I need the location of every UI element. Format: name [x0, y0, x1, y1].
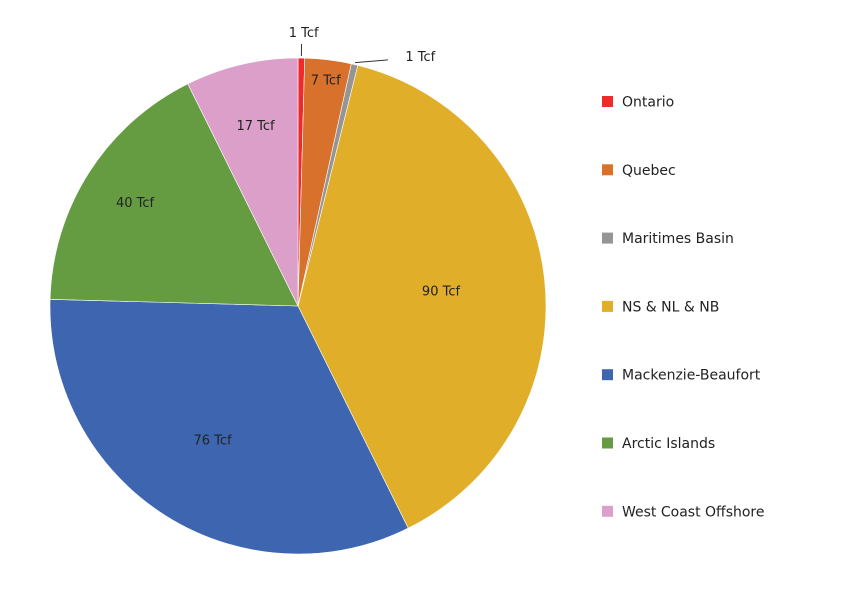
legend-label-ontario: Ontario — [622, 95, 674, 111]
data-label-west-coast-offshore: 17 Tcf — [236, 119, 275, 134]
data-label-arctic-islands: 40 Tcf — [116, 196, 155, 211]
leader-line — [355, 60, 388, 63]
legend: Ontario Quebec Maritimes Basin NS & NL & NB… — [602, 95, 764, 521]
data-label-quebec: 7 Tcf — [311, 74, 341, 89]
legend-swatch-mackenzie-beaufort — [602, 369, 613, 380]
legend-swatch-west-coast-offshore — [602, 506, 613, 517]
legend-label-west-coast-offshore: West Coast Offshore — [622, 504, 764, 520]
data-label-maritimes-basin: 1 Tcf — [405, 50, 435, 65]
legend-swatch-quebec — [602, 164, 613, 175]
pie-slices — [50, 58, 546, 554]
legend-label-ns-nl-nb: NS & NL & NB — [622, 299, 719, 315]
legend-swatch-maritimes-basin — [602, 233, 613, 244]
legend-label-quebec: Quebec — [622, 163, 676, 179]
legend-swatch-ns-nl-nb — [602, 301, 613, 312]
legend-swatch-ontario — [602, 96, 613, 107]
data-label-ns-nl-nb: 90 Tcf — [422, 284, 461, 299]
legend-label-maritimes-basin: Maritimes Basin — [622, 231, 734, 247]
data-label-mackenzie-beaufort: 76 Tcf — [193, 434, 232, 449]
data-label-ontario: 1 Tcf — [289, 26, 319, 41]
legend-label-mackenzie-beaufort: Mackenzie-Beaufort — [622, 368, 761, 384]
legend-label-arctic-islands: Arctic Islands — [622, 436, 715, 452]
legend-swatch-arctic-islands — [602, 438, 613, 449]
